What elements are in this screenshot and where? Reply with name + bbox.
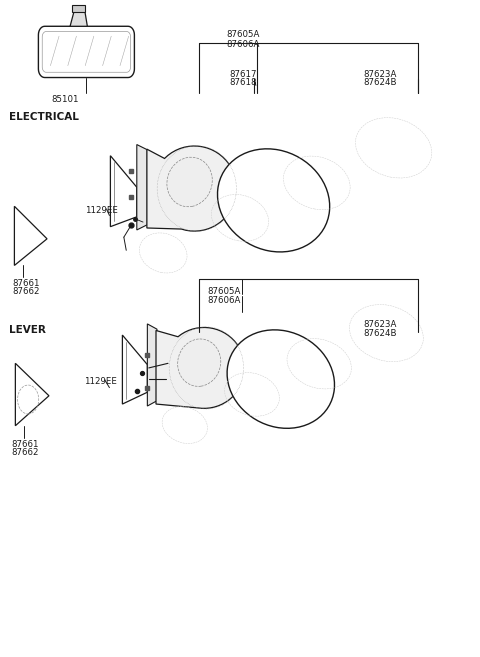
Polygon shape [72,5,85,12]
Polygon shape [15,363,49,426]
Polygon shape [14,206,47,265]
Text: 87605A: 87605A [227,30,260,39]
Text: 87662: 87662 [12,287,39,296]
Text: 85101: 85101 [51,95,78,104]
Polygon shape [42,32,131,72]
Text: 1129EE: 1129EE [84,376,116,386]
Text: ELECTRICAL: ELECTRICAL [9,112,79,122]
Text: 87618: 87618 [229,78,257,87]
Ellipse shape [167,157,212,207]
Text: 87662: 87662 [12,448,39,457]
Polygon shape [38,26,134,78]
Text: 87623A: 87623A [364,70,397,79]
Text: 87617: 87617 [229,70,257,79]
Text: LEVER: LEVER [9,325,46,336]
Text: 87661: 87661 [12,440,39,449]
Polygon shape [156,327,245,409]
Text: 87605A: 87605A [207,287,241,296]
Text: 87624B: 87624B [364,329,397,338]
Text: 87606A: 87606A [207,296,241,306]
Ellipse shape [217,149,330,252]
Text: 87606A: 87606A [227,39,260,49]
Text: 1129EE: 1129EE [85,206,118,215]
Text: 87661: 87661 [12,279,39,288]
Polygon shape [110,156,137,227]
Text: 87623A: 87623A [364,320,397,329]
Polygon shape [147,324,157,406]
Text: 87624B: 87624B [364,78,397,87]
Polygon shape [70,12,87,26]
Polygon shape [137,145,147,230]
Polygon shape [147,146,237,231]
Ellipse shape [227,330,335,428]
Ellipse shape [178,339,221,386]
Polygon shape [122,335,147,404]
